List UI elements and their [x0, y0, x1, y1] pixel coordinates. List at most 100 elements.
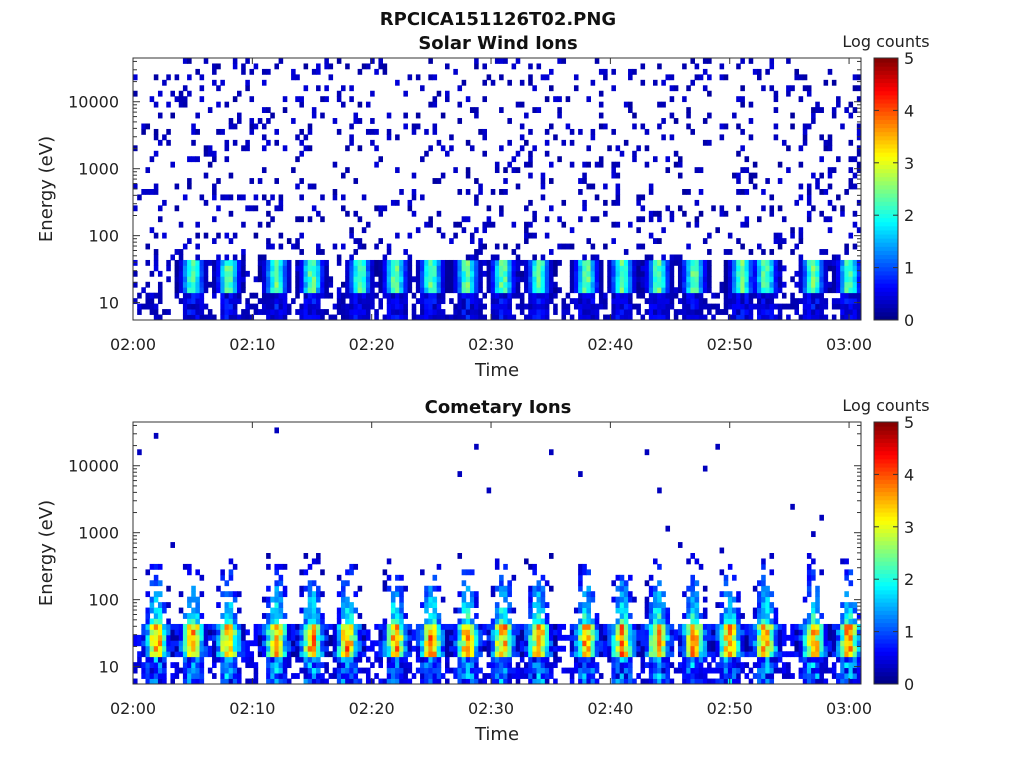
heatmap-cell — [665, 667, 671, 674]
heatmap-cell — [503, 651, 508, 658]
heatmap-cell — [740, 85, 745, 92]
heatmap-cell — [195, 254, 200, 261]
heatmap-cell — [253, 276, 259, 283]
heatmap-cell — [524, 221, 529, 228]
heatmap-cell — [482, 678, 487, 685]
heatmap-cell — [457, 309, 463, 315]
colorbar-swatch — [874, 315, 898, 321]
heatmap-cell — [274, 427, 279, 434]
heatmap-cell — [773, 123, 779, 130]
heatmap-cell — [632, 156, 637, 163]
heatmap-cell — [216, 651, 221, 658]
heatmap-cell — [166, 634, 171, 641]
heatmap-cell — [257, 118, 263, 124]
heatmap-cell — [694, 634, 700, 641]
heatmap-cell — [299, 259, 304, 266]
heatmap-cell — [178, 270, 184, 277]
heatmap-cell — [282, 656, 288, 663]
heatmap-cell — [532, 629, 537, 636]
heatmap-cell — [856, 651, 862, 658]
heatmap-cell — [299, 569, 304, 576]
heatmap-cell — [661, 134, 666, 141]
heatmap-cell — [261, 634, 267, 641]
heatmap-cell — [582, 591, 587, 598]
heatmap-cell — [532, 667, 537, 674]
heatmap-cell — [245, 314, 250, 321]
heatmap-cell — [278, 292, 284, 299]
heatmap-cell — [557, 216, 562, 223]
heatmap-cell — [137, 303, 142, 310]
heatmap-cell — [440, 640, 446, 647]
heatmap-cell — [162, 309, 167, 315]
heatmap-cell — [469, 640, 475, 647]
heatmap-cell — [798, 238, 804, 244]
heatmap-cell — [715, 634, 720, 641]
heatmap-cell — [515, 623, 521, 630]
heatmap-cell — [707, 270, 712, 277]
heatmap-cell — [174, 276, 180, 283]
heatmap-cell — [390, 640, 396, 647]
heatmap-cell — [777, 232, 783, 239]
heatmap-cell — [544, 128, 550, 135]
heatmap-cell — [378, 63, 383, 70]
heatmap-cell — [478, 645, 483, 652]
heatmap-cell — [182, 58, 188, 64]
heatmap-cell — [449, 238, 454, 244]
heatmap-cell — [736, 596, 741, 603]
colorbar-swatch — [874, 123, 898, 129]
heatmap-cell — [212, 156, 217, 163]
heatmap-cell — [353, 634, 359, 641]
heatmap-cell — [682, 623, 687, 630]
heatmap-cell — [232, 640, 238, 647]
heatmap-cell — [503, 314, 508, 321]
heatmap-cell — [199, 96, 205, 103]
heatmap-cell — [682, 276, 687, 283]
heatmap-cell — [145, 569, 151, 576]
heatmap-cell — [478, 189, 483, 195]
heatmap-cell — [686, 656, 691, 663]
heatmap-cell — [307, 265, 313, 272]
heatmap-cell — [482, 134, 487, 141]
heatmap-cell — [719, 618, 725, 625]
heatmap-cell — [220, 629, 225, 636]
heatmap-cell — [266, 281, 271, 288]
heatmap-cell — [806, 580, 812, 587]
heatmap-cell — [153, 580, 159, 587]
heatmap-cell — [137, 662, 142, 669]
heatmap-cell — [486, 640, 492, 647]
heatmap-cell — [203, 259, 209, 266]
heatmap-cell — [757, 602, 762, 608]
heatmap-cell — [719, 123, 725, 130]
heatmap-cell — [677, 287, 683, 294]
heatmap-cell — [307, 673, 313, 679]
heatmap-cell — [819, 303, 824, 310]
heatmap-cell — [715, 640, 720, 647]
heatmap-cell — [586, 183, 591, 190]
heatmap-cell — [777, 265, 783, 272]
heatmap-cell — [415, 656, 421, 663]
heatmap-cell — [191, 585, 196, 592]
heatmap-cell — [295, 281, 300, 288]
heatmap-cell — [278, 656, 284, 663]
heatmap-cell — [598, 292, 604, 299]
heatmap-cell — [819, 259, 824, 266]
heatmap-cell — [257, 629, 263, 636]
heatmap-cell — [544, 265, 550, 272]
heatmap-cell — [499, 298, 504, 305]
heatmap-cell — [536, 265, 542, 272]
heatmap-cell — [228, 662, 234, 669]
heatmap-cell — [224, 232, 230, 239]
heatmap-cell — [669, 292, 675, 299]
heatmap-cell — [611, 287, 616, 294]
heatmap-cell — [316, 249, 321, 255]
colorbar-swatch — [874, 307, 898, 313]
heatmap-cell — [811, 112, 816, 119]
heatmap-cell — [320, 569, 325, 576]
heatmap-cell — [137, 194, 142, 201]
heatmap-cell — [532, 254, 537, 261]
heatmap-cell — [295, 629, 300, 636]
heatmap-cell — [761, 678, 766, 685]
heatmap-cell — [399, 634, 404, 641]
heatmap-cell — [349, 645, 354, 652]
heatmap-cell — [848, 303, 854, 310]
